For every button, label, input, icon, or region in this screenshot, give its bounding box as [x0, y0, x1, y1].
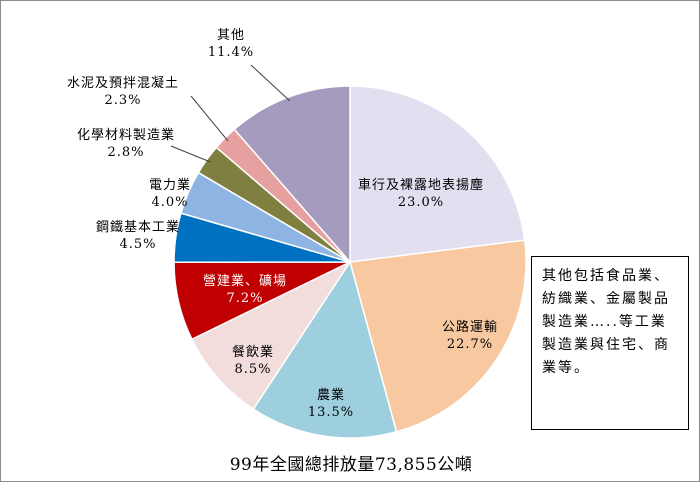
slice-label-value: 13.5% — [307, 405, 355, 420]
slice-label-value: 8.5% — [234, 362, 272, 377]
slice-label-9: 其他 11.4% — [201, 27, 261, 61]
slice-label-value: 2.8% — [107, 145, 145, 160]
leader-line-9 — [250, 64, 291, 102]
slice-label-name: 農業 — [316, 388, 345, 403]
slice-label-name: 其他 — [216, 28, 245, 43]
slice-label-value: 2.3% — [104, 93, 142, 108]
slice-label-value: 7.2% — [226, 291, 264, 306]
note-box: 其他包括食品業、紡織業、金屬製品製造業…..等工業製造業與住宅、商業等。 — [531, 256, 689, 430]
slice-label-7: 化學材料製造業 2.8% — [61, 127, 191, 161]
leader-line-7 — [170, 145, 211, 163]
slice-label-name: 電力業 — [148, 178, 191, 193]
slice-label-5: 鋼鐵基本工業 4.5% — [83, 219, 193, 253]
slice-label-4: 營建業、礦場 7.2% — [185, 273, 305, 307]
slice-label-value: 4.5% — [119, 237, 157, 252]
slice-label-name: 鋼鐵基本工業 — [95, 220, 180, 235]
leader-line-8 — [190, 95, 229, 142]
slice-label-name: 化學材料製造業 — [76, 128, 175, 143]
slice-label-name: 餐飲業 — [231, 345, 274, 360]
slice-label-value: 23.0% — [397, 195, 445, 210]
slice-label-name: 水泥及預拌混凝土 — [66, 76, 179, 91]
slice-label-name: 車行及裸露地表揚塵 — [357, 178, 484, 193]
slice-label-value: 22.7% — [446, 337, 494, 352]
pie-slice-0 — [349, 85, 526, 263]
slice-label-value: 4.0% — [151, 195, 189, 210]
chart-title: 99年全國總排放量73,855公噸 — [229, 455, 473, 475]
slice-label-3: 餐飲業 8.5% — [213, 344, 293, 378]
pie-slice-9 — [233, 85, 351, 265]
slice-label-8: 水泥及預拌混凝土 2.3% — [53, 75, 193, 109]
leader-lines — [170, 64, 291, 163]
slice-label-2: 農業 13.5% — [291, 387, 371, 421]
pie-slice-2 — [252, 260, 398, 439]
slice-label-1: 公路運輸 22.7% — [425, 319, 515, 353]
slice-label-value: 11.4% — [207, 45, 255, 60]
slice-label-0: 車行及裸露地表揚塵 23.0% — [341, 177, 501, 211]
slice-label-name: 營建業、礦場 — [202, 274, 287, 289]
pie-slices — [173, 85, 527, 439]
pie-slice-1 — [349, 239, 527, 433]
slice-label-6: 電力業 4.0% — [135, 177, 205, 211]
pie-slice-3 — [190, 260, 353, 411]
slice-label-name: 公路運輸 — [441, 320, 498, 335]
